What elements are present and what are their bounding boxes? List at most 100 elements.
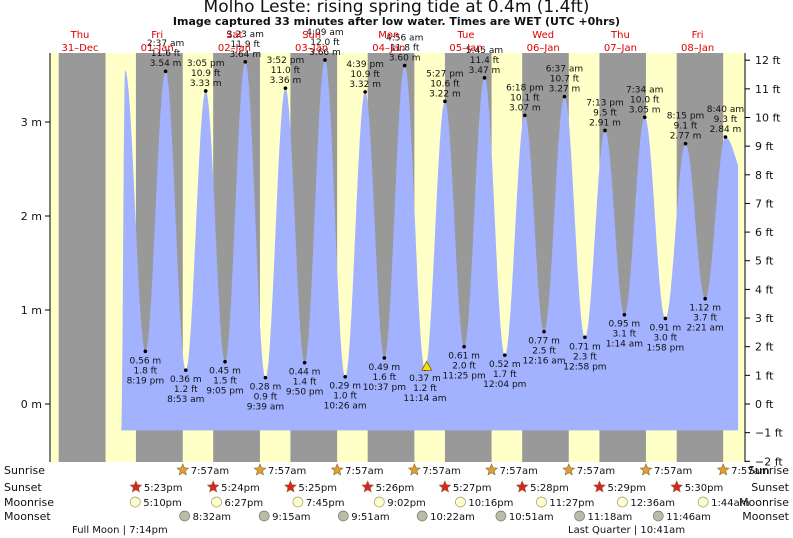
low-tide-ft: 2.3 ft [573,352,597,362]
moonset-time: 9:15am [272,512,310,523]
sunset-time: 5:26pm [376,483,415,494]
day-date: 31–Dec [61,43,98,54]
low-tide-time: 12:58 pm [563,362,606,372]
high-tide-m: 3.54 m [150,59,182,69]
right-axis-label: 12 ft [755,54,781,67]
high-tide-ft: 10.1 ft [510,93,540,103]
low-tide-m: 0.44 m [289,368,321,378]
right-axis-label: 9 ft [755,140,774,153]
moonrise-time: 11:27pm [549,498,594,509]
low-tide-m: 0.95 m [609,320,641,330]
moonset-time: 10:51am [509,512,554,523]
high-tide-ft: 10.7 ft [550,75,580,85]
high-tide-point [642,115,647,120]
moonset-icon [652,510,664,522]
high-tide-ft: 12.0 ft [310,38,340,48]
low-tide-time: 2:21 am [686,324,723,334]
right-axis-label: 3 ft [755,312,774,325]
high-tide-time: 2:37 am [147,39,184,49]
day-weekday: Thu [610,30,630,41]
high-tide-ft: 10.6 ft [430,79,460,89]
sunset-time: 5:28pm [530,483,569,494]
sunrise-icon [330,463,344,476]
low-tide-m: 0.52 m [489,360,521,370]
high-tide-m: 3.64 m [229,50,261,60]
high-tide-m: 3.22 m [429,89,461,99]
day-date: 05–Jan [449,43,482,54]
moonrise-icon [455,496,466,508]
high-tide-ft: 9.5 ft [593,108,617,118]
high-tide-point [562,94,567,99]
right-axis-label: 8 ft [755,169,774,182]
high-tide-point [523,113,527,118]
moonset-time: 10:22am [430,512,475,523]
high-tide-point [243,60,248,64]
sunrise-icon [485,463,499,476]
high-tide-m: 2.91 m [589,118,621,128]
high-tide-point [163,69,168,74]
sunrise-icon [253,463,267,476]
high-tide-point [363,90,367,94]
sunset-icon [438,480,452,493]
high-tide-ft: 11.0 ft [271,66,301,76]
low-tide-point [663,316,668,321]
left-axis-label: 2 m [21,210,42,223]
low-tide-time: 8:53 am [167,395,204,405]
footer-label-moonrise: Moonrise [4,496,54,509]
moonset-icon [495,510,507,522]
footer-label-sunset: Sunset [4,481,42,494]
day-date: 03–Jan [295,43,328,54]
low-tide-ft: 1.2 ft [174,385,198,395]
high-tide-m: 2.84 m [710,125,742,135]
high-tide-m: 3.33 m [190,79,222,89]
moonset-icon [416,510,428,522]
low-tide-time: 11:25 pm [442,372,485,382]
right-axis-label: 1 ft [755,369,774,382]
day-weekday: Thu [70,30,90,41]
right-axis-label: 5 ft [755,255,774,268]
high-tide-ft: 10.0 ft [630,95,660,105]
low-tide-ft: 1.5 ft [213,377,237,387]
low-tide-ft: 1.0 ft [333,392,357,402]
high-tide-point [323,58,327,62]
low-tide-ft: 2.5 ft [532,347,556,357]
day-weekday: Mon [378,30,399,41]
moonrise-time: 10:16pm [468,498,513,509]
low-tide-time: 9:50 pm [286,388,324,398]
moonrise-time: 7:45pm [306,498,345,509]
high-tide-time: 6:18 pm [506,83,544,93]
low-tide-ft: 1.6 ft [372,373,396,383]
low-tide-point [503,353,507,357]
low-tide-time: 1:14 am [606,340,643,350]
low-tide-time: 9:39 am [247,403,284,413]
sunrise-time: 7:57am [191,466,229,477]
low-tide-time: 9:05 pm [206,387,244,397]
high-tide-point [402,63,407,68]
moonrise-icon [616,496,628,508]
right-axis-label: −2 ft [755,455,783,468]
moonrise-time: 1:44am [711,498,749,509]
high-tide-time: 3:05 pm [187,59,225,69]
sunrise-time: 7:57am [577,466,615,477]
low-tide-point [302,360,307,365]
day-date: 04–Jan [372,43,405,54]
sunset-icon [129,480,143,493]
high-tide-ft: 10.9 ft [350,70,380,80]
low-tide-time: 12:16 am [523,357,566,367]
high-tide-m: 3.32 m [349,80,381,90]
moonrise-icon [373,496,385,508]
low-tide-m: 0.56 m [130,356,162,366]
moon-phase-full: Full Moon | 7:14pm [72,525,168,536]
sunset-time: 5:30pm [685,483,724,494]
day-date: 02–Jan [218,43,251,54]
low-tide-time: 8:19 pm [127,376,165,386]
sunrise-icon [407,463,421,476]
high-tide-time: 5:45 am [466,46,503,56]
low-tide-ft: 3.0 ft [653,333,677,343]
day-weekday: Tue [456,30,474,41]
low-tide-ft: 3.7 ft [693,314,717,324]
moonset-icon [258,510,270,522]
sunset-icon [592,480,606,493]
moonset-time: 8:32am [193,512,231,523]
day-date: 07–Jan [604,43,637,54]
